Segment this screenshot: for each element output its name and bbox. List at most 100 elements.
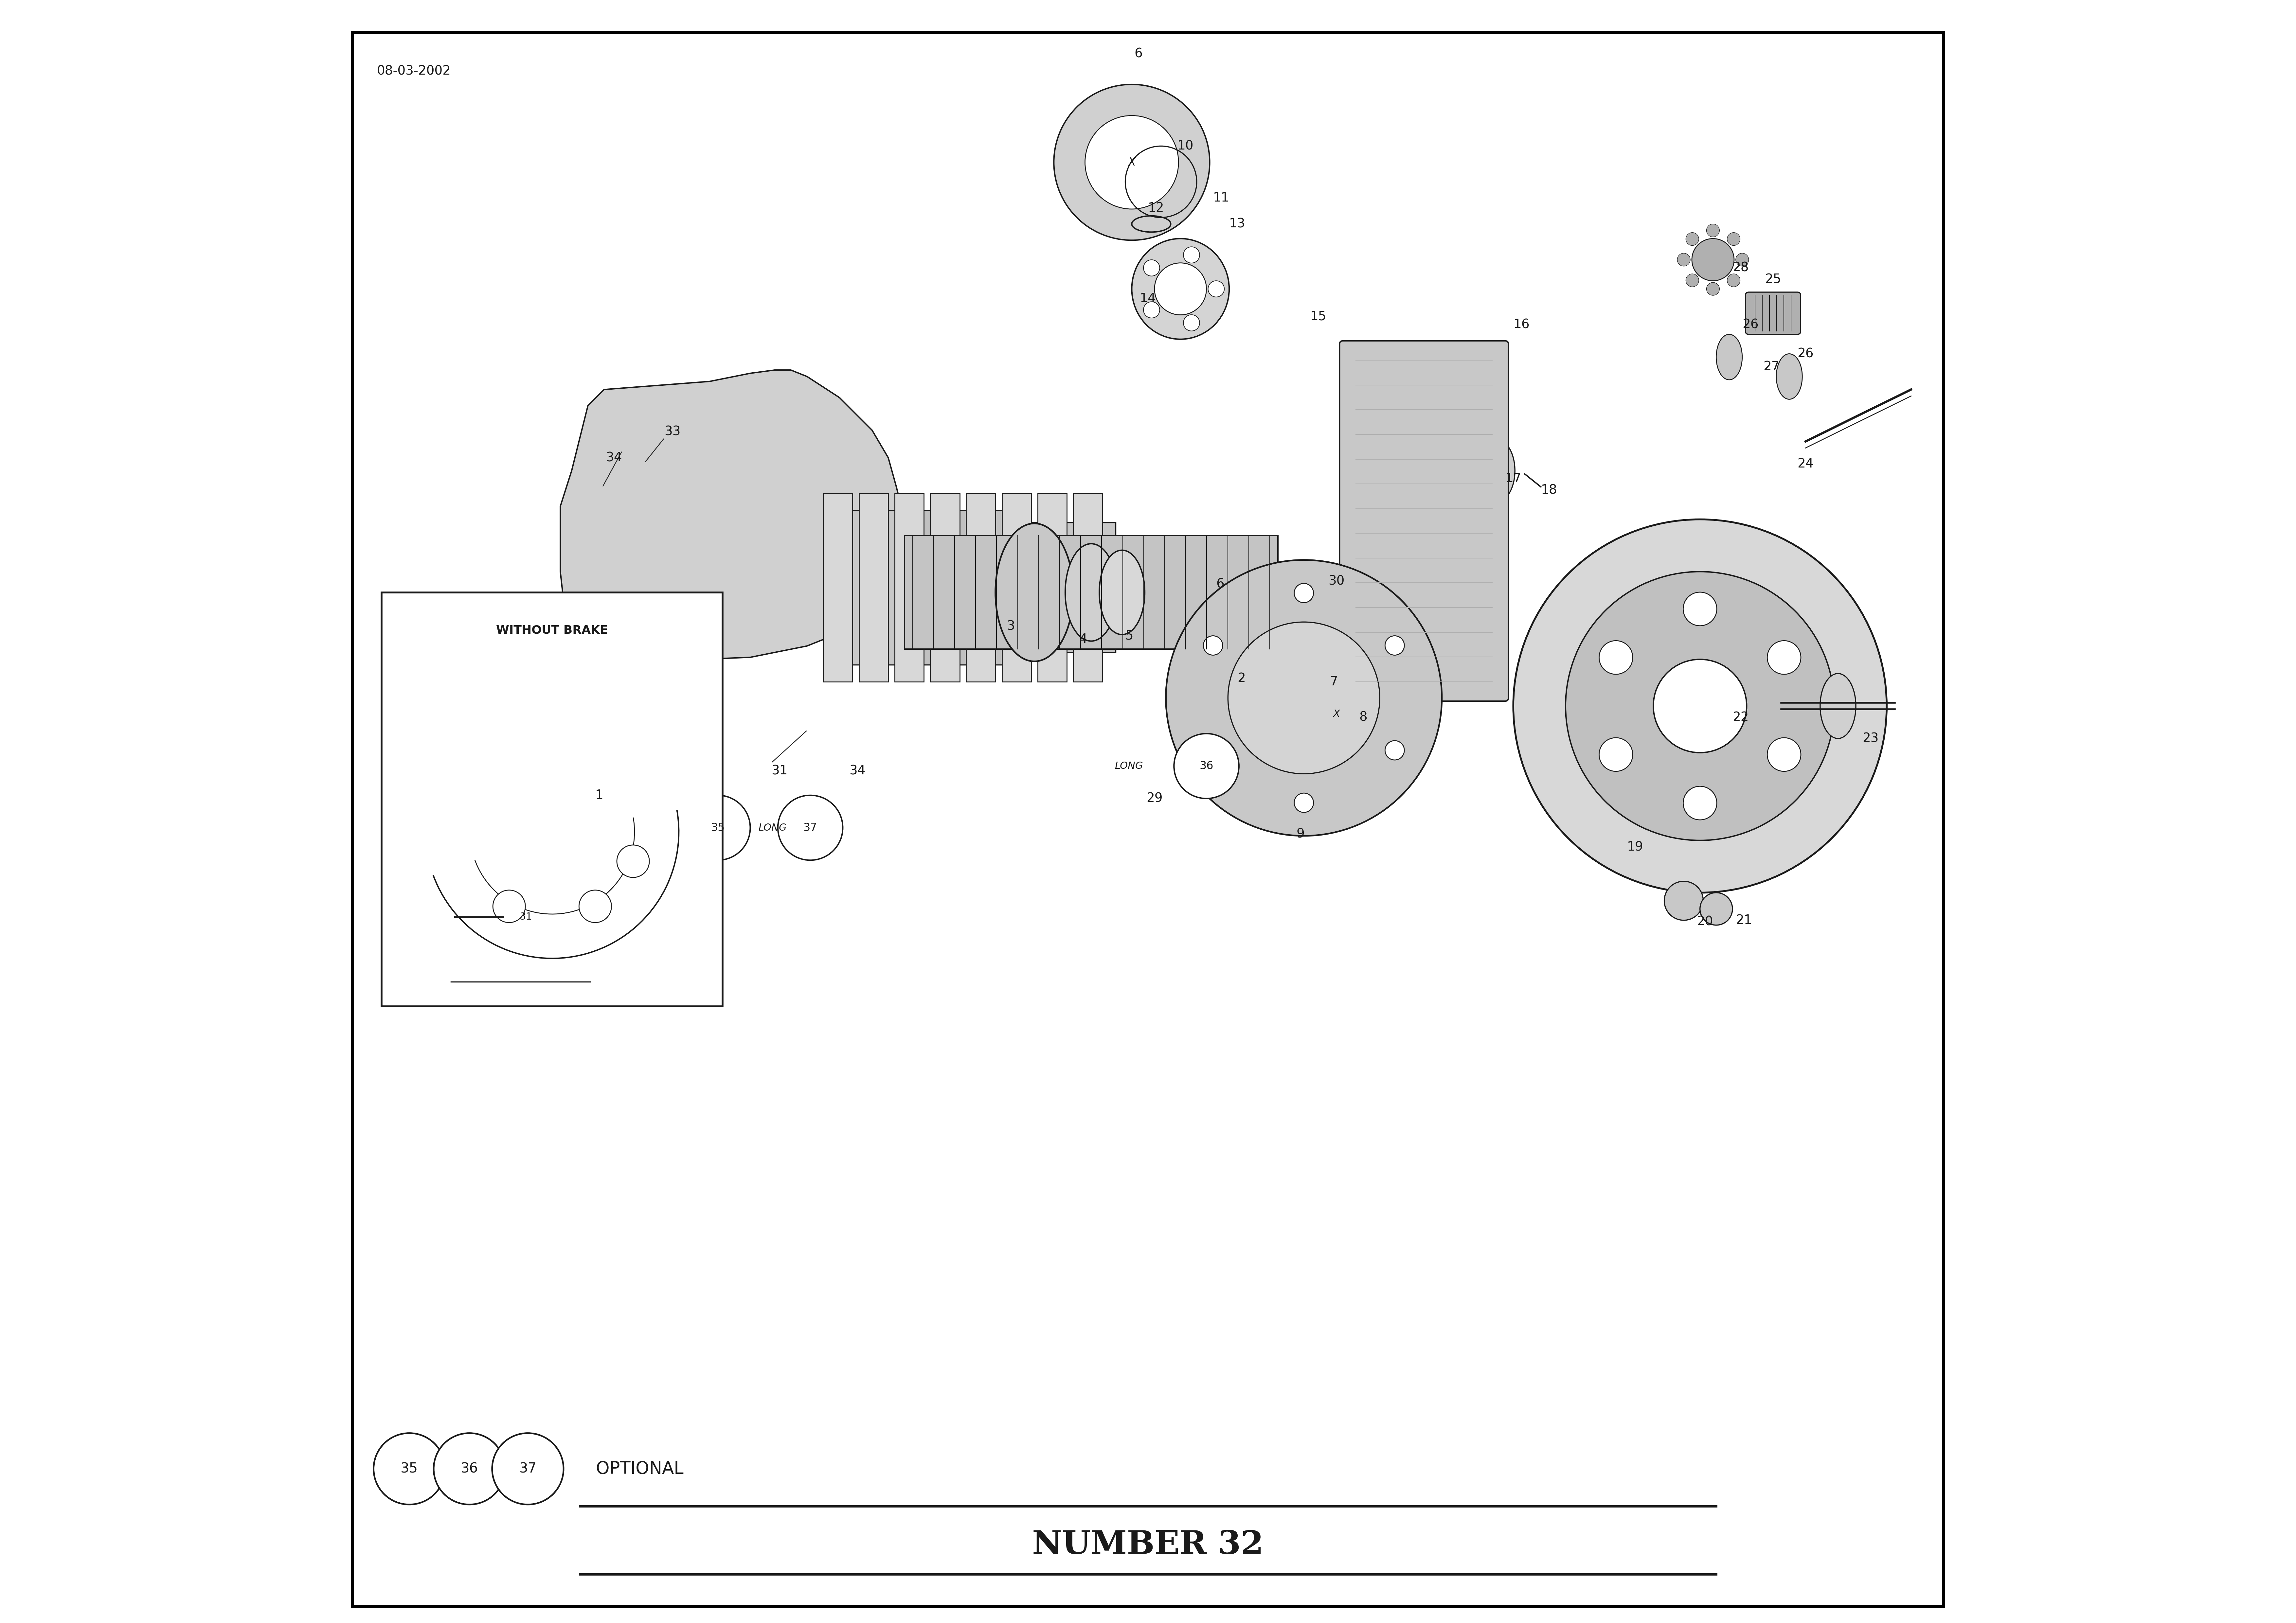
- Circle shape: [1685, 274, 1699, 287]
- Text: 14: 14: [1139, 292, 1157, 305]
- Text: 37: 37: [519, 1462, 537, 1475]
- Circle shape: [1699, 893, 1733, 925]
- Text: 22: 22: [1733, 711, 1750, 724]
- Text: 19: 19: [1628, 841, 1644, 854]
- Circle shape: [1384, 740, 1405, 760]
- Text: 24: 24: [1798, 458, 1814, 471]
- Circle shape: [1566, 571, 1835, 841]
- Text: 31: 31: [519, 912, 533, 922]
- FancyBboxPatch shape: [921, 511, 1017, 665]
- Circle shape: [618, 846, 650, 878]
- Text: 1: 1: [595, 789, 604, 802]
- Circle shape: [684, 795, 751, 860]
- Bar: [1072, 493, 1102, 682]
- Text: 35: 35: [712, 823, 726, 833]
- Circle shape: [1653, 659, 1747, 753]
- Text: 21: 21: [1736, 914, 1752, 927]
- Text: 20: 20: [1697, 915, 1713, 928]
- Circle shape: [491, 1433, 563, 1505]
- Ellipse shape: [1479, 440, 1515, 502]
- Text: 25: 25: [1766, 273, 1782, 286]
- Text: 26: 26: [1743, 318, 1759, 331]
- Ellipse shape: [1715, 334, 1743, 380]
- Circle shape: [1054, 84, 1210, 240]
- Bar: [967, 493, 996, 682]
- Circle shape: [494, 889, 526, 922]
- Text: 28: 28: [1733, 261, 1750, 274]
- Circle shape: [1203, 636, 1224, 656]
- Circle shape: [1706, 224, 1720, 237]
- Text: 8: 8: [1359, 711, 1366, 724]
- Ellipse shape: [1777, 354, 1802, 399]
- Text: X: X: [1127, 157, 1137, 167]
- Circle shape: [1678, 253, 1690, 266]
- Bar: [859, 493, 889, 682]
- Text: 37: 37: [804, 823, 817, 833]
- Text: LONG: LONG: [1116, 761, 1143, 771]
- Circle shape: [1228, 622, 1380, 774]
- Text: 12: 12: [1148, 201, 1164, 214]
- Circle shape: [1182, 247, 1199, 263]
- Circle shape: [1203, 740, 1224, 760]
- Ellipse shape: [1100, 550, 1146, 635]
- Circle shape: [1768, 738, 1800, 771]
- Circle shape: [1166, 560, 1442, 836]
- Circle shape: [1685, 232, 1699, 245]
- Circle shape: [1143, 302, 1159, 318]
- Bar: [824, 493, 852, 682]
- Bar: [1001, 493, 1031, 682]
- Text: 33: 33: [664, 425, 680, 438]
- Text: LONG: LONG: [758, 823, 788, 833]
- Circle shape: [1692, 239, 1733, 281]
- Text: 13: 13: [1228, 217, 1244, 230]
- Text: 5: 5: [1125, 630, 1134, 643]
- Circle shape: [374, 1433, 445, 1505]
- Bar: [1038, 493, 1068, 682]
- Circle shape: [1143, 260, 1159, 276]
- Text: 36: 36: [1199, 761, 1212, 771]
- Text: 27: 27: [1763, 360, 1779, 373]
- Text: 11: 11: [1212, 192, 1228, 204]
- Text: 26: 26: [1798, 347, 1814, 360]
- Text: 15: 15: [1311, 310, 1327, 323]
- Circle shape: [1736, 253, 1750, 266]
- Circle shape: [1295, 583, 1313, 602]
- Ellipse shape: [1821, 674, 1855, 738]
- Circle shape: [1182, 315, 1199, 331]
- Text: 9: 9: [1297, 828, 1304, 841]
- Circle shape: [778, 795, 843, 860]
- Text: NUMBER 32: NUMBER 32: [1033, 1529, 1263, 1561]
- Text: 08-03-2002: 08-03-2002: [377, 65, 450, 78]
- Circle shape: [1683, 786, 1717, 820]
- FancyBboxPatch shape: [1017, 523, 1116, 652]
- Text: 34: 34: [606, 451, 622, 464]
- Text: 4: 4: [1079, 633, 1086, 646]
- Text: 36: 36: [461, 1462, 478, 1475]
- Text: X: X: [1334, 709, 1341, 719]
- FancyBboxPatch shape: [824, 511, 921, 665]
- Text: 16: 16: [1513, 318, 1529, 331]
- Bar: [895, 493, 923, 682]
- Bar: [905, 536, 1279, 649]
- Circle shape: [1727, 274, 1740, 287]
- Text: 10: 10: [1178, 140, 1194, 153]
- Polygon shape: [560, 370, 902, 659]
- Text: 2: 2: [1238, 672, 1244, 685]
- Circle shape: [1683, 592, 1717, 626]
- Circle shape: [1513, 519, 1887, 893]
- Circle shape: [1086, 115, 1178, 209]
- Ellipse shape: [1155, 263, 1205, 315]
- Text: 6: 6: [1217, 578, 1224, 591]
- Text: 23: 23: [1862, 732, 1878, 745]
- Circle shape: [1727, 232, 1740, 245]
- Circle shape: [1665, 881, 1704, 920]
- FancyBboxPatch shape: [381, 592, 723, 1006]
- Text: 34: 34: [850, 764, 866, 777]
- Circle shape: [1768, 641, 1800, 674]
- Text: WITHOUT BRAKE: WITHOUT BRAKE: [496, 625, 608, 636]
- Ellipse shape: [996, 524, 1072, 662]
- Text: 6: 6: [1134, 47, 1143, 60]
- Text: OPTIONAL: OPTIONAL: [597, 1461, 684, 1477]
- Text: 35: 35: [400, 1462, 418, 1475]
- Text: 31: 31: [771, 764, 788, 777]
